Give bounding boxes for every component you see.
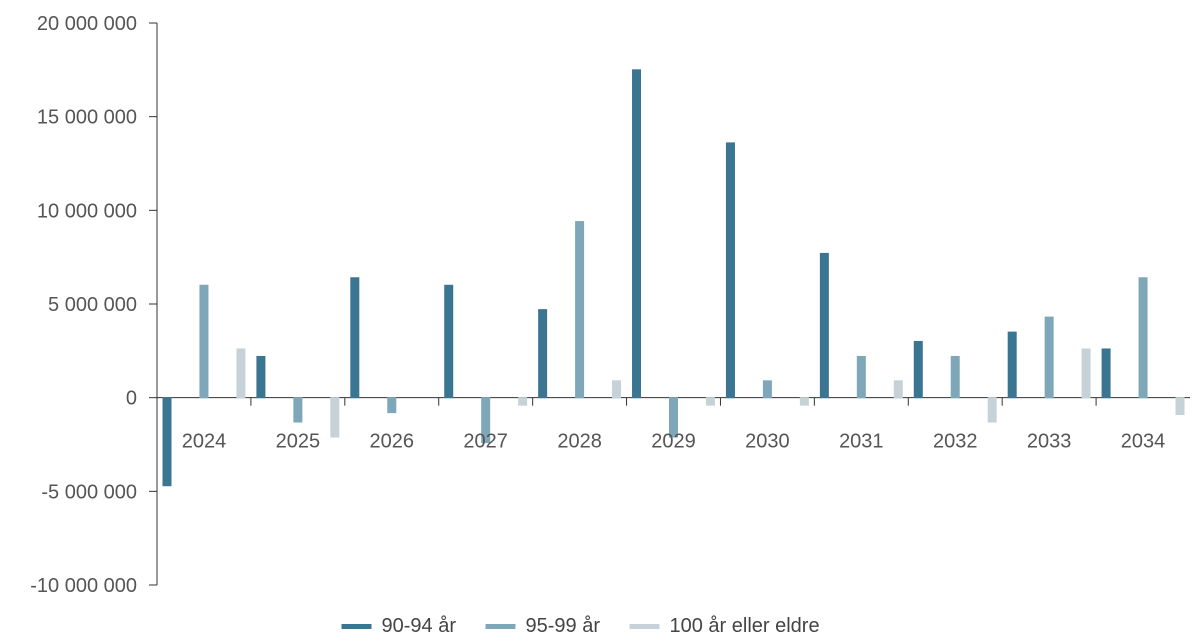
bar (1175, 397, 1185, 416)
x-tick-label: 2027 (463, 431, 508, 453)
bar (387, 397, 397, 414)
bar (612, 380, 622, 399)
tick-labels: 20 000 000 15 000 000 10 000 000 5 000 000 0… (30, 13, 1165, 597)
y-tick-label: 20 000 000 (37, 13, 137, 35)
bar (913, 340, 923, 399)
bar (444, 284, 454, 399)
x-tick-label: 2032 (933, 431, 978, 453)
bars (162, 69, 1185, 487)
y-tick-label: -5 000 000 (41, 481, 137, 503)
y-tick-label: -10 000 000 (30, 575, 137, 597)
bar (1007, 331, 1017, 399)
bar (669, 397, 678, 438)
legend-label: 90-94 år (382, 615, 457, 637)
x-tick-label: 2026 (370, 431, 415, 453)
legend-swatch (629, 624, 660, 629)
bar (1101, 348, 1111, 399)
y-tick-label: 10 000 000 (37, 200, 137, 222)
legend-label: 95-99 år (526, 615, 601, 637)
bar (893, 380, 903, 399)
x-tick-label: 2029 (651, 431, 696, 453)
bar (725, 142, 735, 399)
bar (705, 397, 715, 406)
bar (1081, 348, 1091, 399)
legend: 90-94 år 95-99 år 100 år eller eldre (341, 615, 820, 637)
bar (350, 277, 360, 399)
x-tick-label: 2033 (1027, 431, 1072, 453)
bar (481, 397, 491, 444)
bar (518, 397, 528, 406)
bar (330, 397, 340, 438)
legend-swatch (485, 624, 516, 629)
bar (162, 397, 172, 487)
bar (950, 355, 960, 399)
x-tick-label: 2031 (839, 431, 884, 453)
x-tick-label: 2030 (745, 431, 790, 453)
legend-label: 100 år eller eldre (670, 615, 820, 637)
bar (199, 284, 209, 399)
bar (1138, 277, 1148, 399)
bar (987, 397, 997, 423)
y-tick-label: 15 000 000 (37, 107, 137, 129)
bar (819, 252, 829, 399)
y-tick-label: 5 000 000 (48, 294, 137, 316)
x-tick-label: 2034 (1121, 431, 1166, 453)
bar (762, 380, 772, 399)
bar (575, 221, 585, 399)
x-tick-label: 2025 (276, 431, 321, 453)
bar (1044, 316, 1054, 399)
bar (856, 355, 866, 399)
axes (149, 22, 1190, 586)
bar (236, 348, 246, 399)
y-tick-label: 0 (126, 388, 137, 410)
bar (799, 397, 809, 406)
x-tick-label: 2028 (557, 431, 602, 453)
bar (293, 397, 303, 423)
legend-swatch (341, 624, 372, 629)
bar (256, 355, 266, 399)
bar (632, 69, 642, 399)
x-tick-label: 2024 (182, 431, 227, 453)
bar (538, 309, 548, 399)
